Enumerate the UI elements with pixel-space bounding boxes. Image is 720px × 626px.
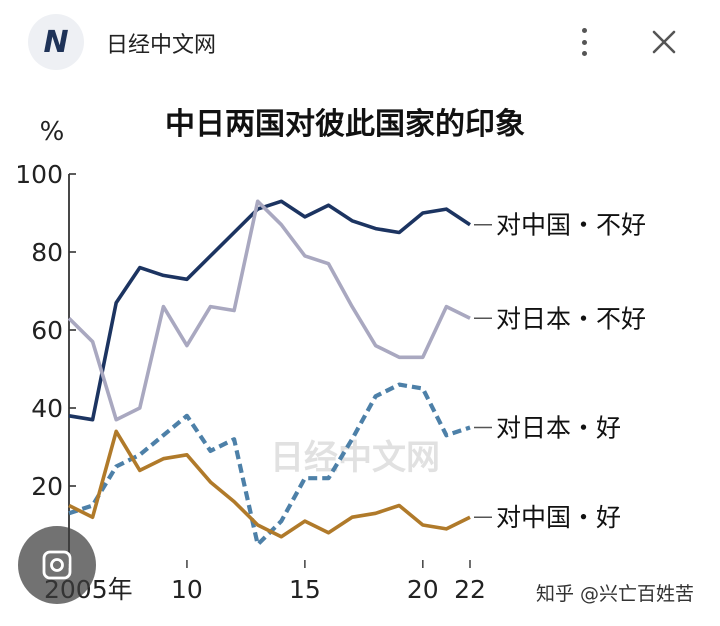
chart-panel: 中日两国对彼此国家的印象 % 日经中文网 20 40 60 80 100 2005年 10 1… [0, 84, 720, 622]
y-tick-label: 100 [15, 160, 63, 189]
image-search-button[interactable] [18, 526, 96, 604]
y-tick-label: 20 [31, 472, 63, 501]
logo-letter: N [43, 24, 69, 60]
app-title: 日经中文网 [106, 33, 217, 58]
more-dot-icon [581, 51, 587, 56]
lens-icon [42, 550, 72, 580]
more-dot-icon [581, 28, 587, 33]
x-tick-label: 20 [407, 575, 439, 604]
series-label-2: 对日本・不好 [496, 304, 646, 333]
close-icon [652, 30, 676, 54]
close-button[interactable] [646, 24, 682, 60]
credit-text: 知乎 @兴亡百姓苦 [536, 583, 694, 605]
x-tick-label: 10 [171, 575, 203, 604]
series-line-2 [67, 199, 471, 422]
series-label-4: 对中国・好 [496, 503, 621, 532]
nikkei-logo[interactable]: N [28, 14, 84, 70]
more-dot-icon [581, 39, 587, 45]
x-tick-label: 22 [454, 575, 486, 604]
watermark: 日经中文网 [270, 438, 440, 478]
y-tick-label: 80 [31, 238, 63, 267]
series-label-1: 对中国・不好 [496, 211, 646, 240]
series-label-3: 对日本・好 [496, 414, 621, 443]
y-tick-label: 60 [31, 316, 63, 345]
more-options-button[interactable] [572, 24, 596, 60]
chart-title: 中日两国对彼此国家的印象 [165, 107, 525, 142]
app-header: N 日经中文网 [0, 0, 720, 84]
x-tick-label: 15 [289, 575, 321, 604]
series-line-1 [68, 199, 471, 422]
series-line-4 [68, 429, 471, 539]
series-lines [67, 199, 471, 547]
y-axis-unit-label: % [40, 117, 65, 147]
y-tick-label: 40 [31, 394, 63, 423]
